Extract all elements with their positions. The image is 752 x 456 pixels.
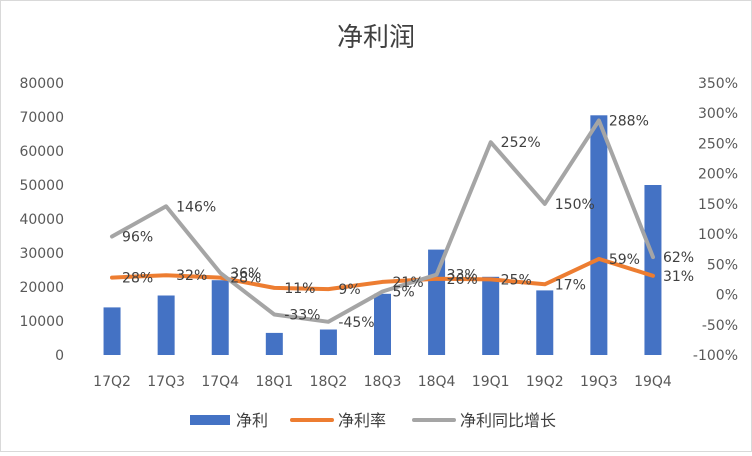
bar bbox=[319, 329, 337, 355]
data-label: 146% bbox=[176, 199, 216, 215]
data-label: 36% bbox=[230, 266, 261, 282]
legend-label: 净利率 bbox=[338, 411, 386, 430]
data-label: 25% bbox=[501, 272, 532, 288]
series-line bbox=[110, 118, 655, 324]
bar bbox=[482, 276, 500, 355]
bar bbox=[374, 293, 391, 355]
x-tick-label: 18Q1 bbox=[255, 374, 293, 390]
legend-label: 净利 bbox=[236, 411, 268, 430]
bar bbox=[536, 290, 554, 355]
legend-label: 净利同比增长 bbox=[460, 411, 556, 430]
left-tick-label: 20000 bbox=[19, 280, 64, 296]
data-label: -33% bbox=[284, 308, 320, 324]
right-tick-label: 150% bbox=[698, 197, 738, 213]
data-label: 5% bbox=[393, 285, 415, 301]
data-label: -45% bbox=[338, 315, 374, 331]
bar bbox=[644, 185, 662, 355]
bar bbox=[103, 307, 121, 355]
left-tick-label: 80000 bbox=[19, 76, 64, 92]
data-label: 150% bbox=[555, 197, 595, 213]
x-tick-label: 19Q4 bbox=[634, 374, 672, 390]
bar bbox=[428, 249, 446, 355]
bar bbox=[265, 332, 283, 355]
legend: 净利 净利率 净利同比增长 bbox=[190, 411, 556, 430]
data-label: 33% bbox=[447, 268, 478, 284]
right-tick-label: 0% bbox=[716, 288, 738, 304]
right-tick-label: 350% bbox=[698, 76, 738, 92]
data-label: 32% bbox=[176, 268, 207, 284]
data-label: 28% bbox=[230, 271, 261, 287]
right-tick-label: 300% bbox=[698, 106, 738, 122]
left-tick-label: 50000 bbox=[19, 178, 64, 194]
right-tick-label: 50% bbox=[707, 257, 738, 273]
chart-title: 净利润 bbox=[337, 23, 415, 53]
left-tick-label: 70000 bbox=[19, 110, 64, 126]
bar bbox=[157, 295, 175, 355]
data-label: 28% bbox=[122, 271, 153, 287]
bar-series bbox=[103, 115, 662, 355]
x-tick-label: 17Q3 bbox=[147, 374, 185, 390]
right-tick-label: 100% bbox=[698, 227, 738, 243]
right-tick-label: 200% bbox=[698, 167, 738, 183]
data-label: 288% bbox=[609, 113, 649, 129]
x-tick-label: 19Q2 bbox=[526, 374, 564, 390]
series-line bbox=[110, 256, 655, 292]
x-tick-label: 19Q3 bbox=[580, 374, 618, 390]
x-tick-label: 18Q3 bbox=[364, 374, 402, 390]
x-tick-label: 17Q2 bbox=[93, 374, 131, 390]
x-tick-label: 19Q1 bbox=[472, 374, 510, 390]
bar bbox=[590, 115, 608, 355]
data-label: 31% bbox=[663, 269, 694, 285]
data-label: 9% bbox=[338, 282, 360, 298]
right-tick-label: -100% bbox=[693, 348, 738, 364]
data-label: 11% bbox=[284, 281, 315, 297]
right-tick-label: 250% bbox=[698, 136, 738, 152]
x-tick-label: 18Q2 bbox=[310, 374, 348, 390]
left-axis: 0 10000 20000 30000 40000 50000 60000 70000 8000… bbox=[19, 76, 64, 364]
left-tick-label: 60000 bbox=[19, 144, 64, 160]
right-axis: -100% -50% 0% 50% 100% 150% 200% 250% 300% 350% bbox=[693, 76, 738, 364]
left-tick-label: 0 bbox=[55, 348, 64, 364]
bar bbox=[211, 280, 229, 355]
left-tick-label: 30000 bbox=[19, 246, 64, 262]
x-axis: 17Q2 17Q3 17Q4 18Q1 18Q2 18Q3 18Q4 19Q1 19Q2 19Q3… bbox=[93, 374, 672, 390]
data-label: 26% bbox=[447, 272, 478, 288]
data-label: 17% bbox=[555, 277, 586, 293]
data-label: 62% bbox=[663, 250, 694, 266]
data-labels: 28% 32% 28% 11% 9% 21% 26% 25% 17% 59% 31% 96% 146% 3… bbox=[122, 113, 694, 330]
left-tick-label: 40000 bbox=[19, 212, 64, 228]
line-series bbox=[110, 118, 655, 324]
data-label: 252% bbox=[501, 135, 541, 151]
data-label: 21% bbox=[393, 275, 424, 291]
left-tick-label: 10000 bbox=[19, 314, 64, 330]
x-tick-label: 18Q4 bbox=[418, 374, 456, 390]
data-label: 59% bbox=[609, 252, 640, 268]
data-label: 96% bbox=[122, 230, 153, 246]
legend-swatch bbox=[190, 415, 230, 425]
right-tick-label: -50% bbox=[702, 318, 738, 334]
x-tick-label: 17Q4 bbox=[201, 374, 239, 390]
